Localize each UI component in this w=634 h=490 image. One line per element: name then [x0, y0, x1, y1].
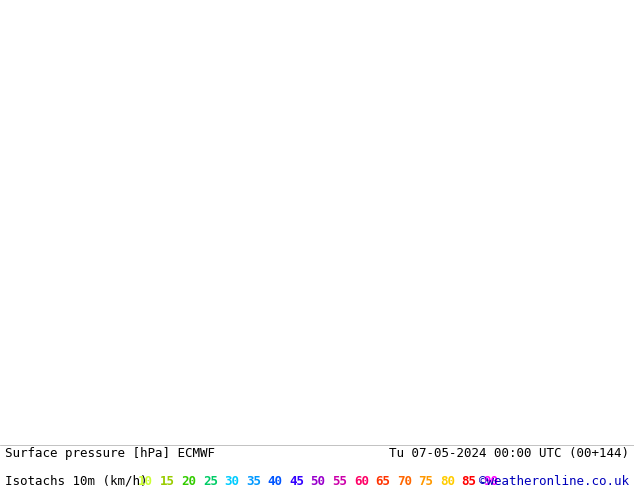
- Text: 35: 35: [246, 475, 261, 488]
- Text: 60: 60: [354, 475, 369, 488]
- Text: 30: 30: [224, 475, 240, 488]
- Text: 45: 45: [289, 475, 304, 488]
- Text: Tu 07-05-2024 00:00 UTC (00+144): Tu 07-05-2024 00:00 UTC (00+144): [389, 447, 629, 460]
- Text: 55: 55: [332, 475, 347, 488]
- Text: 20: 20: [181, 475, 197, 488]
- Text: 40: 40: [268, 475, 283, 488]
- Text: 80: 80: [440, 475, 455, 488]
- Text: 65: 65: [375, 475, 391, 488]
- Text: 25: 25: [203, 475, 218, 488]
- Text: ©weatheronline.co.uk: ©weatheronline.co.uk: [479, 475, 629, 488]
- Text: Isotachs 10m (km/h): Isotachs 10m (km/h): [5, 475, 148, 488]
- Text: 75: 75: [418, 475, 434, 488]
- Text: 15: 15: [160, 475, 175, 488]
- Text: Surface pressure [hPa] ECMWF: Surface pressure [hPa] ECMWF: [5, 447, 215, 460]
- Text: 70: 70: [397, 475, 412, 488]
- Text: 50: 50: [311, 475, 326, 488]
- Text: 10: 10: [138, 475, 153, 488]
- Text: 90: 90: [483, 475, 498, 488]
- Text: 85: 85: [462, 475, 477, 488]
